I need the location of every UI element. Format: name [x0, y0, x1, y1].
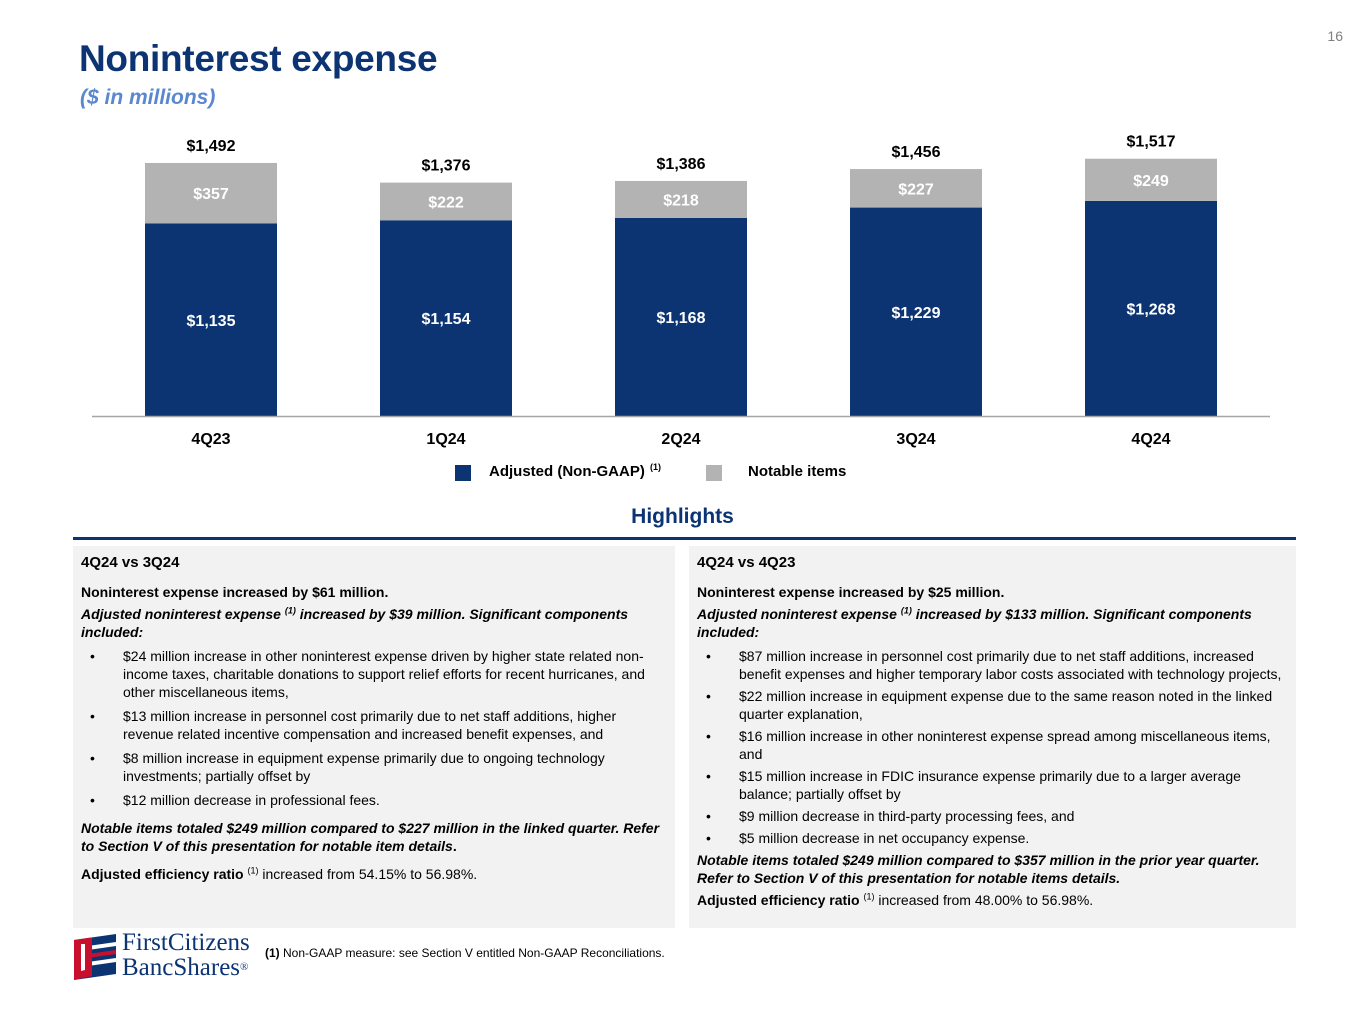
bullet-item: $87 million increase in personnel cost p… [697, 647, 1288, 683]
x-tick-label: 4Q23 [191, 431, 230, 448]
panel-lead: Noninterest expense increased by $61 mil… [81, 584, 389, 600]
bullet-item: $12 million decrease in professional fee… [81, 791, 667, 809]
page-subtitle: ($ in millions) [80, 86, 216, 109]
adjusted-summary: Adjusted noninterest expense (1) increas… [81, 605, 629, 640]
x-tick-label: 1Q24 [426, 431, 465, 448]
bullet-item: $22 million increase in equipment expens… [697, 687, 1288, 723]
page-number: 16 [1327, 28, 1343, 44]
bullet-list: $24 million increase in other noninteres… [81, 647, 667, 809]
data-label-adjusted: $1,229 [892, 305, 941, 322]
bullet-item: $5 million decrease in net occupancy exp… [697, 829, 1288, 847]
bullet-item: $24 million increase in other noninteres… [81, 647, 667, 701]
legend-label-superscript: (1) [650, 462, 661, 472]
bar-adjusted [145, 223, 277, 416]
bar-adjusted [380, 220, 512, 416]
highlights-panel-yoy: 4Q24 vs 4Q23 Noninterest expense increas… [689, 546, 1296, 928]
bullet-item: $9 million decrease in third-party proce… [697, 807, 1288, 825]
legend-label-adjusted: Adjusted (Non-GAAP) [489, 463, 645, 480]
x-tick-label: 3Q24 [896, 431, 935, 448]
bullet-list: $87 million increase in personnel cost p… [697, 647, 1288, 847]
logo-wordmark: FirstCitizens BancShares® [122, 929, 250, 981]
x-tick-label: 2Q24 [661, 431, 700, 448]
bullet-item: $13 million increase in personnel cost p… [81, 707, 667, 743]
legend-label-notable: Notable items [748, 463, 846, 480]
highlights-panel-qoq: 4Q24 vs 3Q24 Noninterest expense increas… [73, 546, 675, 928]
highlights-divider [73, 537, 1296, 540]
bar-notable [380, 182, 512, 221]
panel-lead: Noninterest expense increased by $25 mil… [697, 584, 1005, 600]
notable-items-text: Notable items totaled $249 million compa… [697, 852, 1260, 886]
data-label-adjusted: $1,268 [1127, 301, 1176, 318]
bar-notable [145, 162, 277, 224]
efficiency-ratio-text: Adjusted efficiency ratio (1) increased … [697, 891, 1094, 908]
efficiency-ratio-text: Adjusted efficiency ratio (1) increased … [81, 865, 478, 882]
data-label-notable: $249 [1133, 173, 1169, 190]
data-label-notable: $357 [193, 186, 229, 203]
notable-items-text: Notable items totaled $249 million compa… [81, 820, 660, 854]
data-label-notable: $222 [428, 194, 464, 211]
bar-notable [1085, 158, 1217, 201]
data-label-total: $1,456 [892, 144, 941, 161]
adjusted-summary: Adjusted noninterest expense (1) increas… [697, 605, 1252, 640]
data-label-total: $1,492 [187, 138, 236, 155]
bullet-item: $15 million increase in FDIC insurance e… [697, 767, 1288, 803]
highlights-title: Highlights [631, 505, 734, 528]
bullet-item: $8 million increase in equipment expense… [81, 749, 667, 785]
bar-adjusted [1085, 200, 1217, 416]
bar-notable [615, 180, 747, 218]
legend-swatch-adjusted [455, 465, 471, 481]
data-label-notable: $227 [898, 181, 934, 198]
data-label-adjusted: $1,154 [422, 311, 471, 328]
bar-adjusted [615, 217, 747, 416]
panel-heading: 4Q24 vs 3Q24 [81, 554, 180, 571]
footnote: (1) Non-GAAP measure: see Section V enti… [265, 946, 665, 960]
page-title: Noninterest expense [79, 38, 438, 79]
data-label-total: $1,376 [422, 158, 471, 175]
bullet-item: $16 million increase in other noninteres… [697, 727, 1288, 763]
panel-heading: 4Q24 vs 4Q23 [697, 554, 796, 571]
bar-notable [850, 169, 982, 208]
stacked-bar-chart: $1,135 $357 $1,492 4Q23 $1,154 $222 $1,376 1Q24… [92, 134, 1270, 481]
legend-swatch-notable [706, 465, 722, 481]
x-tick-label: 4Q24 [1131, 431, 1170, 448]
data-label-total: $1,517 [1127, 134, 1176, 151]
data-label-notable: $218 [663, 192, 699, 209]
data-label-adjusted: $1,168 [657, 310, 706, 327]
data-label-adjusted: $1,135 [187, 313, 236, 330]
bar-adjusted [850, 207, 982, 416]
company-logo: FirstCitizens BancShares® [70, 930, 260, 986]
data-label-total: $1,386 [657, 156, 706, 173]
flag-logo-icon [74, 934, 116, 980]
